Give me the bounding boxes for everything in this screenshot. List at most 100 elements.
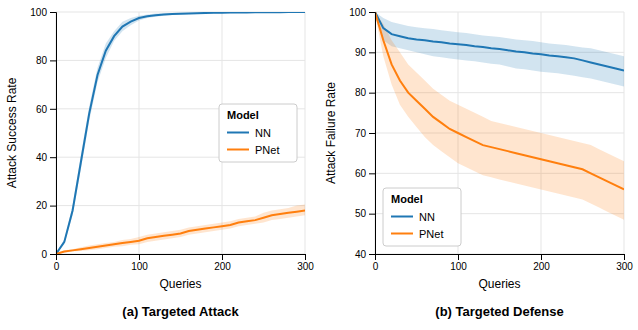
tick-mark [369, 12, 375, 13]
tick: 40 [355, 249, 375, 260]
tick-mark [222, 254, 223, 260]
y-axis-title: Attack Failure Rate [324, 82, 338, 184]
tick-label: 100 [349, 7, 366, 18]
tick-label: 100 [131, 261, 148, 272]
tick: 80 [355, 87, 375, 98]
tick-mark [541, 254, 542, 260]
x-axis: 0 100 200 300 [373, 254, 634, 272]
legend-box [219, 104, 297, 162]
tick-label: 20 [36, 200, 48, 211]
tick-mark [50, 254, 56, 255]
tick-mark [50, 157, 56, 158]
chart-root: 0 100 200 300 0 20 40 60 80 100 Queries Attack Succ… [0, 0, 638, 330]
tick: 20 [36, 200, 56, 211]
tick-mark [369, 173, 375, 174]
tick-label: 80 [355, 87, 367, 98]
line [375, 12, 624, 70]
y-axis-title: Attack Success Rate [5, 77, 19, 188]
tick: 90 [355, 47, 375, 58]
tick-mark [139, 254, 140, 260]
title: (a) Targeted Attack [122, 304, 239, 319]
tick: 70 [355, 128, 375, 139]
tick-mark [50, 60, 56, 61]
tick: 100 [450, 254, 467, 272]
legend-title: Model [391, 193, 423, 205]
x-axis-title: Queries [478, 277, 520, 291]
tick: 40 [36, 152, 56, 163]
tick-mark [50, 12, 56, 13]
tick: 200 [214, 254, 231, 272]
axis-line [376, 255, 625, 261]
axis-line [57, 255, 306, 261]
tick: 60 [355, 168, 375, 179]
tick-label: 40 [36, 152, 48, 163]
tick: 100 [30, 7, 56, 18]
panel: 0 100 200 300 40 50 60 70 80 90 100 Queries Attack F… [324, 7, 633, 319]
tick: 100 [349, 7, 375, 18]
tick-mark [50, 109, 56, 110]
tick: 300 [297, 254, 314, 272]
legend-swatch [391, 233, 413, 235]
tick: 300 [616, 254, 633, 272]
line [56, 12, 305, 254]
grid-line [375, 12, 624, 13]
tick-label: 300 [616, 261, 633, 272]
tick-mark [369, 214, 375, 215]
tick-label: 100 [30, 7, 47, 18]
tick-label: 70 [355, 128, 367, 139]
grid-line [139, 12, 140, 254]
tick-mark [369, 93, 375, 94]
legend-swatch [227, 132, 249, 134]
legend-swatch [391, 216, 413, 218]
legend: ModelNNPNet [383, 188, 461, 246]
tick-label: 40 [355, 249, 367, 260]
band [56, 204, 305, 254]
tick-label: 60 [36, 104, 48, 115]
x-axis: 0 100 200 300 [54, 254, 315, 272]
legend-box [383, 188, 461, 246]
tick: 0 [41, 249, 56, 260]
tick-mark [50, 206, 56, 207]
tick-mark [458, 254, 459, 260]
grid [56, 12, 305, 254]
y-axis: 0 20 40 60 80 100 [30, 7, 56, 260]
tick: 100 [131, 254, 148, 272]
x-axis-title: Queries [159, 277, 201, 291]
tick-mark [369, 254, 375, 255]
tick-mark [305, 254, 306, 260]
tick-label: 200 [214, 261, 231, 272]
tick-label: 60 [355, 168, 367, 179]
tick-label: 0 [41, 249, 47, 260]
tick-label: 50 [355, 208, 367, 219]
legend: Model NN PNet [219, 104, 297, 162]
legend-swatch [227, 149, 249, 151]
title: (b) Targeted Defense [435, 304, 563, 319]
tick: 60 [36, 104, 56, 115]
axis-line [369, 13, 376, 255]
line [375, 12, 624, 189]
tick-label: 0 [373, 261, 379, 272]
tick-label: 80 [36, 55, 48, 66]
tick-label: 0 [54, 261, 60, 272]
tick-label: 100 [450, 261, 467, 272]
tick-label: 90 [355, 47, 367, 58]
grid-line [56, 205, 305, 206]
legend-title: Model [227, 109, 259, 121]
legend-entry: NN [255, 127, 271, 139]
tick: 200 [533, 254, 550, 272]
y-axis: 40 50 60 70 80 90 100 [349, 7, 375, 260]
grid-line [56, 60, 305, 61]
plot-area [56, 12, 305, 254]
tick-mark [369, 133, 375, 134]
tick-label: 200 [533, 261, 550, 272]
tick: 0 [54, 254, 60, 272]
legend-entry: PNet [255, 144, 279, 156]
tick: 80 [36, 55, 56, 66]
grid-line [305, 12, 306, 254]
band [56, 12, 305, 254]
legend-entry: NN [419, 211, 435, 223]
line [56, 210, 305, 254]
tick-mark [624, 254, 625, 260]
axis-line [50, 13, 57, 255]
grid [375, 12, 624, 254]
